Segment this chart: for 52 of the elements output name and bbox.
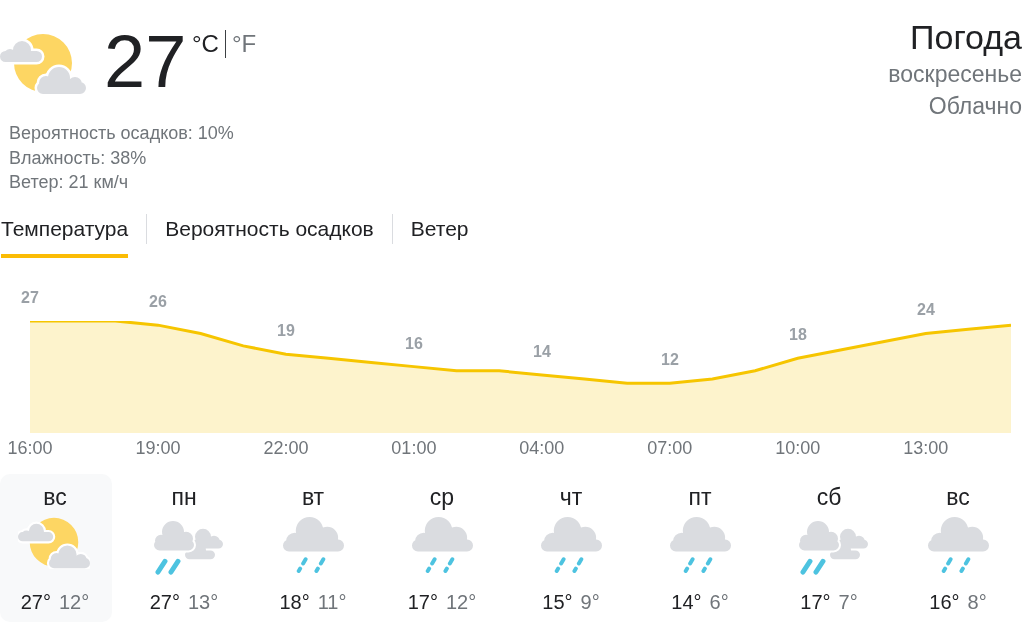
text: пн xyxy=(170,483,198,511)
text: °C xyxy=(192,30,219,58)
data-label: 19 xyxy=(277,322,295,339)
data-label: 14 xyxy=(533,343,551,360)
text: 6° xyxy=(709,590,729,615)
text: чт xyxy=(558,483,584,511)
text: 7° xyxy=(838,590,858,615)
text: ср xyxy=(428,483,456,511)
text: Вероятность осадков xyxy=(165,216,374,242)
x-tick-label: 16:00 xyxy=(7,438,53,458)
data-label: 12 xyxy=(661,351,679,368)
text: 12° xyxy=(59,590,90,615)
text: Ветер xyxy=(410,216,469,242)
text: 16° xyxy=(929,590,960,615)
text: Вероятность осадков: 10% xyxy=(9,122,234,145)
x-tick-label: 10:00 xyxy=(775,438,821,458)
text: пт xyxy=(687,483,713,511)
text: вс xyxy=(42,483,68,511)
x-tick-label: 07:00 xyxy=(647,438,693,458)
text: 17° xyxy=(800,590,831,615)
text: °F xyxy=(231,30,257,58)
text: Погода xyxy=(909,17,1022,58)
x-tick-label: 13:00 xyxy=(903,438,949,458)
x-tick-label: 01:00 xyxy=(391,438,437,458)
x-tick-label: 04:00 xyxy=(519,438,565,458)
text: 15° xyxy=(542,590,573,615)
text: 11° xyxy=(317,590,347,615)
data-label: 26 xyxy=(149,293,167,310)
text: 27° xyxy=(149,590,180,615)
text: 27 xyxy=(104,20,187,103)
x-tick-label: 22:00 xyxy=(263,438,309,458)
text: 12° xyxy=(446,590,477,615)
text: Ветер: 21 км/ч xyxy=(9,171,130,194)
text: воскресенье xyxy=(888,60,1022,89)
data-label: 18 xyxy=(789,326,807,343)
text: 8° xyxy=(967,590,987,615)
text: Облачно xyxy=(927,92,1022,121)
text: 14° xyxy=(671,590,702,615)
data-label: 16 xyxy=(405,335,423,352)
text: 18° xyxy=(279,590,310,615)
text: вт xyxy=(300,483,326,511)
text: 13° xyxy=(188,590,219,615)
text: сб xyxy=(815,483,843,511)
x-tick-label: 19:00 xyxy=(135,438,181,458)
text: вс xyxy=(945,483,971,511)
text: 17° xyxy=(407,590,438,615)
data-label: 24 xyxy=(917,301,935,318)
text: 9° xyxy=(580,590,600,615)
text: Температура xyxy=(1,216,129,242)
text: 27° xyxy=(20,590,51,615)
text: Влажность: 38% xyxy=(9,146,148,170)
data-label: 27 xyxy=(21,289,39,306)
